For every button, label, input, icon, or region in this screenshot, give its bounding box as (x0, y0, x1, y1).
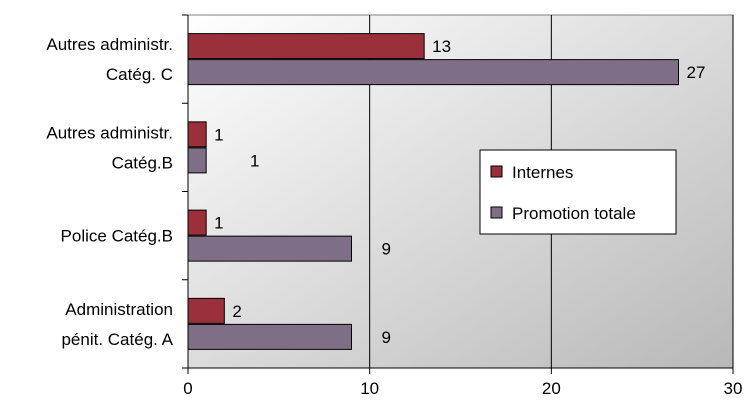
x-tick-label-20: 20 (542, 379, 561, 398)
category-label-1: Autres administr. (46, 123, 173, 142)
data-label-promotion-totale-3: 9 (382, 328, 391, 347)
bar-internes-2 (187, 209, 207, 236)
x-tick-labels: 0 10 20 30 (183, 379, 742, 398)
category-label-3: pénit. Catég. A (61, 330, 173, 349)
category-label-1: Catég.B (112, 153, 173, 172)
bars (187, 33, 679, 350)
legend-swatch-internes (490, 165, 503, 178)
bar-promotion-totale-1 (187, 147, 207, 174)
data-label-promotion-totale-0: 27 (687, 63, 706, 82)
data-label-internes-3: 2 (232, 302, 241, 321)
category-label-0: Catég. C (106, 65, 173, 84)
data-label-promotion-totale-1: 1 (250, 151, 259, 170)
data-label-promotion-totale-2: 9 (382, 240, 391, 259)
bar-internes-1 (187, 121, 207, 148)
bar-promotion-totale-0 (187, 59, 679, 86)
data-labels: 13 27 1 1 1 9 2 9 (214, 37, 705, 347)
legend-box (479, 149, 677, 235)
x-tick-label-10: 10 (360, 379, 379, 398)
bar-internes-3 (187, 297, 225, 324)
category-labels: Autres administr. Catég. C Autres administ… (46, 35, 173, 349)
data-label-internes-2: 1 (214, 214, 223, 233)
legend-label-internes: Internes (512, 163, 573, 182)
bar-internes-0 (187, 33, 425, 60)
legend-label-promotion-totale: Promotion totale (512, 204, 636, 223)
bar-promotion-totale-3 (187, 323, 352, 350)
legend-swatch-promotion-totale (490, 206, 503, 219)
x-tick-label-30: 30 (724, 379, 743, 398)
category-label-0: Autres administr. (46, 35, 173, 54)
category-label-3: Administration (65, 300, 173, 319)
data-label-internes-1: 1 (214, 125, 223, 144)
category-label-2: Police Catég.B (61, 227, 173, 246)
data-label-internes-0: 13 (432, 37, 451, 56)
legend: Internes Promotion totale (479, 149, 677, 235)
x-tick-label-0: 0 (183, 379, 192, 398)
bar-promotion-totale-2 (187, 235, 352, 262)
